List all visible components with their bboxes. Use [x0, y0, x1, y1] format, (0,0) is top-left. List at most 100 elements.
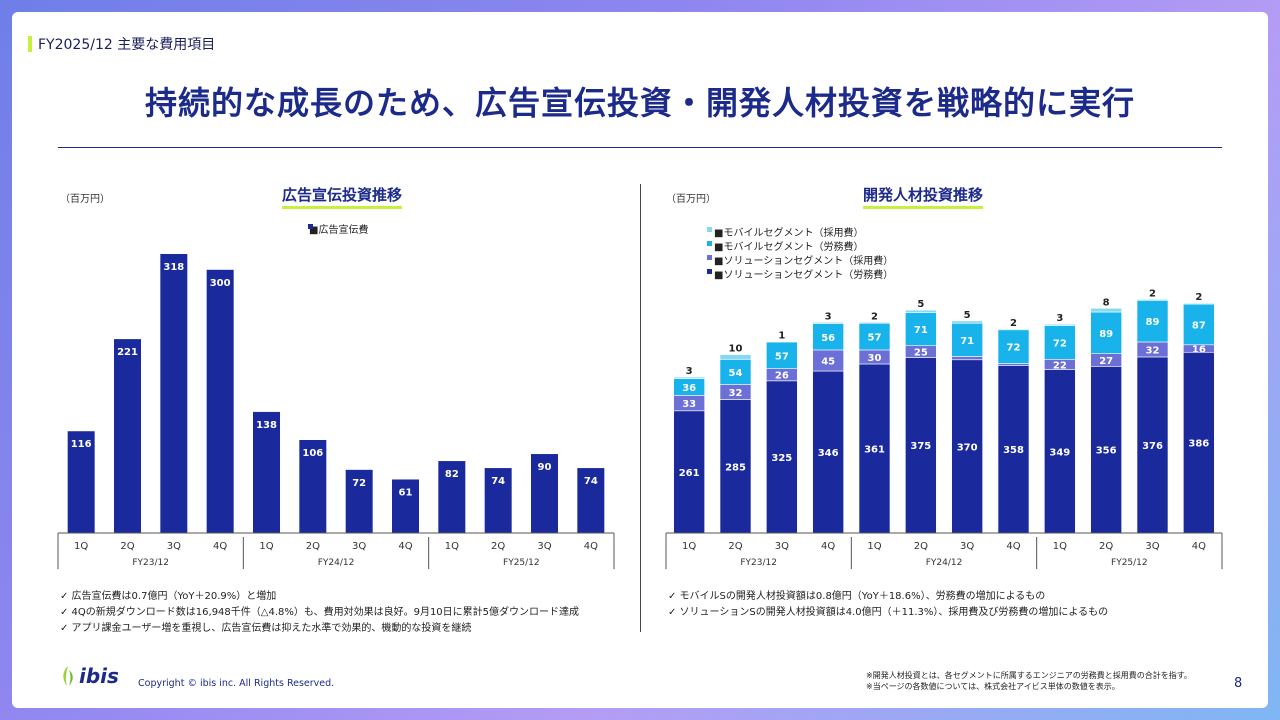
- dev-bar-mobile-recruit-label: 2: [1010, 318, 1017, 329]
- company-logo: ibis: [60, 664, 119, 688]
- dev-bar-mobile-labor-label: 72: [1053, 338, 1067, 349]
- dev-group-label: FY24/12: [926, 558, 963, 568]
- dev-bar-solution-labor: [673, 410, 705, 534]
- page-number: 8: [1234, 676, 1243, 691]
- ad-bar: [484, 468, 512, 533]
- dev-bar-mobile-recruit-label: 3: [686, 366, 693, 377]
- ad-bar-label: 61: [399, 487, 413, 498]
- dev-x-tick-label: 2Q: [728, 541, 742, 552]
- dev-x-tick-label: 4Q: [821, 541, 835, 552]
- dev-bar-mobile-labor-label: 57: [775, 351, 789, 362]
- dev-bar-solution-labor: [1044, 369, 1076, 534]
- dev-bar-solution-labor-label: 346: [818, 448, 839, 459]
- dev-x-tick-label: 1Q: [682, 541, 696, 552]
- left-note-3: ✓ アプリ課金ユーザー増を重視し、広告宣伝費は抑えた水準で効果的、機動的な投資を…: [60, 623, 472, 634]
- dev-x-tick-label: 4Q: [1192, 541, 1206, 552]
- chart-divider: [640, 184, 641, 632]
- dev-bar-mobile-labor-label: 89: [1146, 317, 1160, 328]
- dev-bar-mobile-recruit-label: 2: [871, 311, 878, 322]
- legend-mobile-recruit: ■モバイルセグメント（採用費）: [714, 224, 863, 239]
- dev-bar-mobile-recruit-label: 8: [1103, 297, 1110, 308]
- page-title: 持続的な成長のため、広告宣伝投資・開発人材投資を戦略的に実行: [144, 84, 1135, 122]
- dev-bar-solution-labor-label: 376: [1142, 441, 1163, 452]
- legend-solution-recruit: ■ソリューションセグメント（採用費）: [714, 252, 893, 267]
- dev-bar-mobile-recruit-label: 10: [729, 344, 743, 355]
- dev-x-tick-label: 3Q: [960, 541, 974, 552]
- footnote-1: ※開発人材投資とは、各セグメントに所属するエンジニアの労務費と採用費の合計を指す…: [866, 671, 1192, 680]
- dev-group-label: FY25/12: [1111, 558, 1148, 568]
- dev-bar-solution-labor: [1136, 356, 1169, 534]
- legend-ad-swatch: [308, 224, 313, 229]
- dev-bar-solution-labor: [812, 370, 844, 534]
- dev-bar-mobile-labor: [1183, 303, 1215, 346]
- dev-bar-solution-recruit-label: 33: [682, 399, 696, 410]
- ad-x-tick-label: 3Q: [352, 541, 366, 552]
- dev-bar-mobile-recruit-label: 3: [825, 311, 832, 322]
- ad-x-tick-label: 3Q: [167, 541, 181, 552]
- dev-bar-mobile-recruit-label: 5: [964, 310, 971, 321]
- dev-bar-solution-labor-label: 375: [910, 441, 931, 452]
- ad-bar-label: 82: [445, 469, 459, 480]
- dev-bar-solution-recruit-label: 22: [1053, 360, 1067, 371]
- ad-x-tick-label: 3Q: [537, 541, 551, 552]
- dev-bar-solution-labor: [997, 365, 1030, 534]
- dev-x-tick-label: 2Q: [1099, 541, 1113, 552]
- dev-bar-mobile-recruit: [1090, 307, 1122, 313]
- dev-bar-solution-labor: [719, 399, 752, 534]
- left-unit-label: （百万円）: [60, 194, 110, 205]
- dev-bar-solution-recruit-label: 30: [868, 353, 882, 364]
- dev-bar-mobile-labor-label: 54: [729, 368, 743, 379]
- left-note-1: ✓ 広告宣伝費は0.7億円（YoY＋20.9%）と増加: [60, 591, 277, 602]
- ad-bar-label: 74: [584, 476, 598, 487]
- legend-mobile-labor-label: ■モバイルセグメント（労務費）: [714, 242, 864, 253]
- dev-bar-mobile-labor-label: 71: [960, 336, 974, 347]
- ad-bar-label: 90: [538, 462, 552, 473]
- dev-group-label: FY23/12: [740, 558, 777, 568]
- logo-text: ibis: [79, 664, 119, 688]
- ad-x-tick-label: 4Q: [213, 541, 227, 552]
- dev-x-tick-label: 3Q: [775, 541, 789, 552]
- dev-bar-solution-labor: [1090, 366, 1122, 534]
- ad-x-tick-label: 2Q: [306, 541, 320, 552]
- dev-bar-solution-labor-label: 261: [679, 468, 700, 479]
- dev-bar-solution-labor: [951, 359, 983, 534]
- dev-bar-mobile-recruit: [1136, 299, 1169, 301]
- dev-bar-mobile-recruit: [997, 328, 1030, 331]
- ad-x-tick-label: 2Q: [120, 541, 134, 552]
- dev-bar-solution-recruit-label: 27: [1099, 356, 1113, 367]
- dev-bar-mobile-recruit: [1044, 323, 1076, 326]
- ad-x-tick-label: 1Q: [74, 541, 88, 552]
- dev-bar-mobile-labor-label: 89: [1099, 329, 1113, 340]
- dev-bar-solution-labor-label: 370: [957, 442, 978, 453]
- right-note-1: ✓ モバイルSの開発人材投資額は0.8億円（YoY＋18.6%）、労務費の増加に…: [668, 591, 1046, 602]
- ad-group-label: FY25/12: [503, 558, 540, 568]
- dev-bar-solution-recruit-label: 45: [821, 356, 835, 367]
- ad-bar-label: 221: [117, 347, 138, 358]
- dev-bar-mobile-labor: [858, 322, 891, 351]
- legend-solution-labor-swatch: [707, 269, 712, 274]
- dev-bar-mobile-labor: [1090, 311, 1122, 354]
- dev-bar-solution-recruit-label: 26: [775, 371, 789, 382]
- legend-solution-recruit-swatch: [707, 255, 712, 260]
- ad-bar-label: 106: [302, 448, 323, 459]
- leaf-icon: [63, 666, 73, 686]
- dev-bar-solution-labor-label: 325: [771, 453, 792, 464]
- dev-bar-mobile-recruit: [673, 376, 705, 379]
- footnote-2: ※当ページの各数値については、株式会社アイビス単体の数値を表示。: [866, 682, 1120, 691]
- dev-bar-solution-labor-label: 285: [725, 462, 746, 473]
- ad-x-tick-label: 1Q: [259, 541, 273, 552]
- ad-bar: [345, 469, 373, 533]
- dev-x-tick-label: 1Q: [867, 541, 881, 552]
- ad-bar: [160, 254, 188, 533]
- dev-bar-solution-recruit-label: 32: [1146, 345, 1160, 356]
- ad-bar-label: 72: [352, 478, 366, 489]
- ad-bar: [577, 468, 605, 533]
- dev-bar-solution-labor: [858, 363, 891, 534]
- dev-bar-solution-recruit-label: 16: [1192, 345, 1206, 356]
- dev-chart-title: 開発人材投資推移: [863, 184, 984, 209]
- copyright: Copyright © ibis inc. All Rights Reserve…: [138, 678, 335, 689]
- dev-bar-solution-recruit-label: 25: [914, 348, 928, 359]
- dev-bar-mobile-recruit: [1183, 302, 1215, 305]
- ad-bar: [531, 454, 558, 533]
- title-divider: [58, 147, 1222, 148]
